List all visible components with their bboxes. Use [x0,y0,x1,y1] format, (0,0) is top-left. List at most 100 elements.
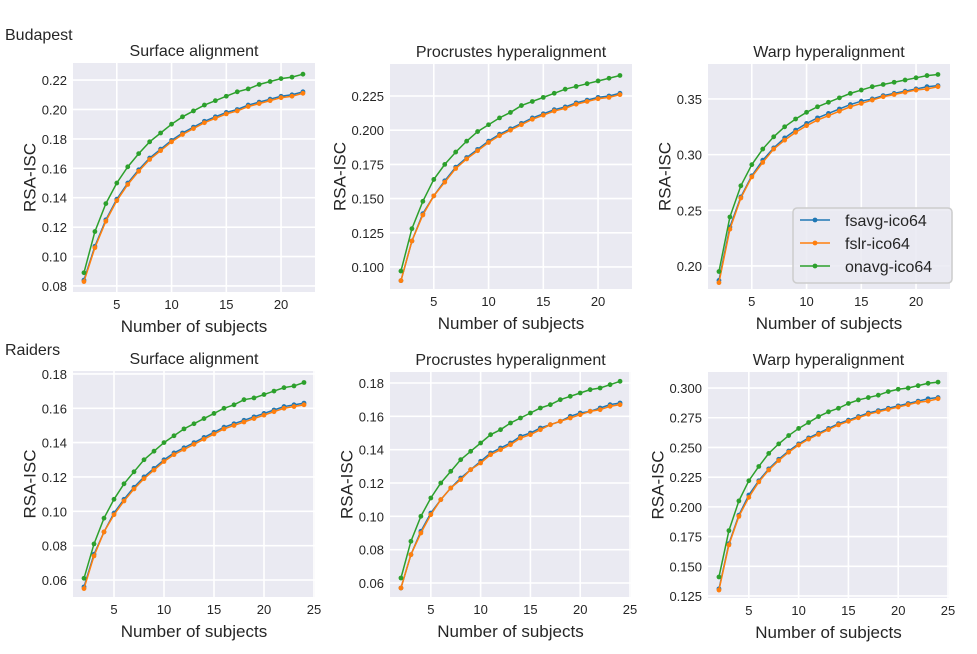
data-point-onavg-ico64 [726,528,732,534]
data-point-fslr-ico64 [458,477,464,483]
data-point-fslr-ico64 [557,418,563,424]
x-tick-label: 10 [164,297,178,312]
data-point-onavg-ico64 [125,164,131,170]
data-point-onavg-ico64 [171,433,177,439]
x-tick-label: 15 [536,294,550,309]
data-point-fslr-ico64 [756,479,762,485]
data-point-fslr-ico64 [131,486,137,492]
data-point-fslr-ico64 [261,412,267,418]
data-point-onavg-ico64 [905,385,911,391]
data-point-fslr-ico64 [241,419,247,425]
data-point-fslr-ico64 [267,98,273,104]
data-point-onavg-ico64 [617,73,623,78]
data-point-fslr-ico64 [726,542,732,548]
data-point-fslr-ico64 [915,399,921,405]
data-point-onavg-ico64 [202,102,207,108]
data-point-onavg-ico64 [776,441,782,447]
data-point-fslr-ico64 [223,111,229,117]
y-tick-label: 0.200 [669,500,702,515]
y-axis-label: RSA-ISC [656,142,675,211]
plot-background [708,372,949,598]
y-tick-label: 0.20 [42,102,67,117]
data-point-fslr-ico64 [573,101,579,107]
data-point-fslr-ico64 [847,104,853,110]
x-axis-label: Number of subjects [755,623,901,642]
data-point-onavg-ico64 [935,379,941,385]
y-tick-label: 0.30 [677,148,702,163]
data-point-onavg-ico64 [464,138,470,144]
data-point-fslr-ico64 [865,411,871,417]
data-point-onavg-ico64 [577,390,583,396]
subplot-title: Surface alignment [130,351,260,368]
data-point-onavg-ico64 [595,78,601,84]
data-point-onavg-ico64 [453,149,459,155]
legend-label: onavg-ico64 [845,259,932,276]
y-tick-label: 0.06 [359,576,384,591]
y-tick-label: 0.20 [677,259,702,274]
data-point-onavg-ico64 [804,109,809,115]
data-point-onavg-ico64 [806,420,811,425]
x-tick-label: 25 [307,602,321,617]
data-point-fslr-ico64 [278,95,284,101]
data-point-fslr-ico64 [924,86,930,92]
data-point-fslr-ico64 [202,120,207,126]
x-tick-label: 20 [257,602,271,617]
data-point-onavg-ico64 [191,421,197,427]
x-tick-label: 5 [427,602,434,617]
data-point-onavg-ico64 [289,74,295,80]
data-point-fslr-ico64 [464,156,470,162]
x-tick-label: 15 [841,603,855,618]
subplot-2: 5 10 15 20 0.100 0.125 0.150 0.175 0.200 0.225 Pro… [330,44,632,333]
data-point-fslr-ico64 [869,97,875,103]
data-point-fslr-ico64 [468,467,474,473]
plot-background [390,372,631,597]
data-point-fslr-ico64 [858,101,864,106]
data-point-onavg-ico64 [716,574,722,580]
data-point-fslr-ico64 [442,179,448,185]
y-tick-label: 0.14 [42,191,67,206]
data-point-onavg-ico64 [221,405,227,411]
data-point-fslr-ico64 [169,139,174,145]
data-point-fslr-ico64 [595,96,601,102]
data-point-fslr-ico64 [201,436,207,442]
data-point-fslr-ico64 [518,435,523,441]
data-point-fslr-ico64 [540,112,546,118]
y-tick-label: 0.300 [669,381,702,396]
data-point-onavg-ico64 [261,392,267,397]
y-tick-label: 0.12 [42,470,67,485]
x-tick-label: 15 [523,602,537,617]
y-tick-label: 0.225 [669,470,702,485]
data-point-fslr-ico64 [151,467,157,473]
x-tick-label: 5 [113,297,120,312]
data-point-onavg-ico64 [231,402,237,408]
data-point-fslr-ico64 [528,432,533,438]
data-point-onavg-ico64 [760,146,766,152]
data-point-onavg-ico64 [438,480,444,486]
y-tick-label: 0.16 [42,401,67,416]
data-point-onavg-ico64 [895,386,901,392]
data-point-fslr-ico64 [408,552,414,558]
x-axis-label: Number of subjects [437,622,583,641]
data-point-fslr-ico64 [121,498,127,504]
data-point-onavg-ico64 [567,393,573,399]
data-point-fslr-ico64 [776,458,782,463]
data-point-fslr-ico64 [529,116,535,122]
data-point-fslr-ico64 [191,441,197,447]
y-tick-label: 0.225 [351,89,384,104]
plot-background [73,63,315,292]
data-point-onavg-ico64 [420,198,426,204]
x-tick-label: 20 [909,294,923,309]
data-point-fslr-ico64 [836,422,841,428]
y-tick-label: 0.08 [42,539,67,554]
data-point-onavg-ico64 [875,392,881,398]
data-point-fslr-ico64 [158,148,164,154]
data-point-fslr-ico64 [796,442,802,448]
data-point-onavg-ico64 [846,401,851,406]
x-tick-label: 10 [473,602,487,617]
data-point-fslr-ico64 [486,140,491,145]
data-point-fslr-ico64 [935,396,941,402]
data-point-onavg-ico64 [727,214,733,220]
data-point-fslr-ico64 [221,426,227,432]
data-point-fslr-ico64 [736,513,742,519]
